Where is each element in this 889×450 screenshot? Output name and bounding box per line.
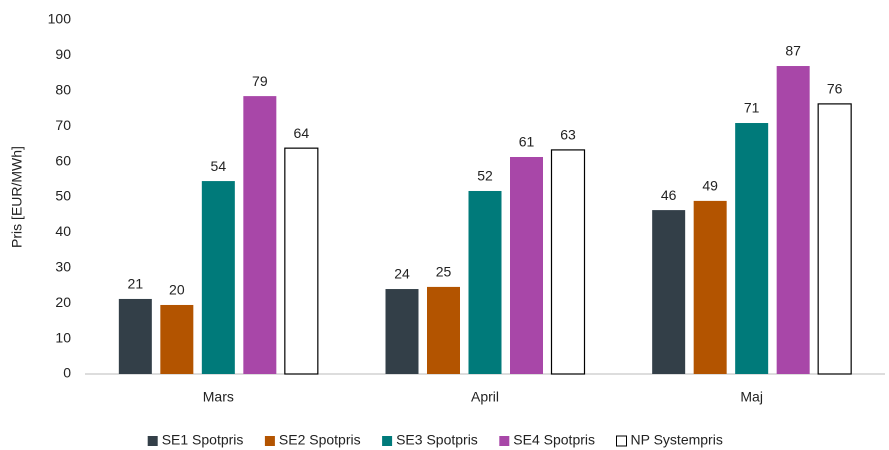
legend-swatch <box>499 436 510 446</box>
bar <box>201 181 235 374</box>
value-label: 63 <box>560 127 576 143</box>
y-tick-label: 90 <box>55 46 71 62</box>
legend-label: SE4 Spotpris <box>513 432 595 448</box>
y-axis-label: Pris [EUR/MWh] <box>9 146 25 248</box>
value-label: 71 <box>744 100 760 116</box>
bar <box>776 66 810 375</box>
bar <box>652 210 686 374</box>
y-tick-label: 30 <box>55 259 71 275</box>
value-label: 54 <box>211 158 227 174</box>
legend-swatch <box>264 436 275 446</box>
bar <box>468 190 502 374</box>
value-label: 49 <box>702 178 718 194</box>
value-label: 76 <box>827 81 843 97</box>
legend-swatch <box>147 436 158 446</box>
bar <box>550 149 586 375</box>
x-tick-label: April <box>471 389 499 405</box>
legend-swatch <box>616 435 627 447</box>
bar <box>735 123 769 374</box>
y-tick-label: 80 <box>55 82 71 98</box>
legend-label: SE2 Spotpris <box>279 432 361 448</box>
y-tick-label: 50 <box>55 188 71 204</box>
y-tick-label: 40 <box>55 223 71 239</box>
bar <box>160 304 194 374</box>
y-tick-label: 20 <box>55 294 71 310</box>
bar <box>693 200 727 374</box>
value-label: 61 <box>519 134 535 150</box>
legend-swatch <box>382 436 393 446</box>
value-label: 25 <box>436 264 452 280</box>
legend-label: SE1 Spotpris <box>162 432 244 448</box>
legend-label: SE3 Spotpris <box>396 432 478 448</box>
value-label: 79 <box>252 73 268 89</box>
y-tick-label: 60 <box>55 152 71 168</box>
value-label: 24 <box>394 266 410 282</box>
bar <box>510 156 543 374</box>
bar <box>385 289 419 374</box>
legend-label: NP Systempris <box>631 432 723 448</box>
y-tick-label: 70 <box>55 117 71 133</box>
bar <box>427 286 460 374</box>
value-label: 87 <box>785 43 801 59</box>
bar <box>817 103 852 375</box>
value-label: 46 <box>661 187 677 203</box>
value-label: 64 <box>294 125 310 141</box>
bar <box>243 96 277 375</box>
bar <box>118 298 152 374</box>
y-tick-label: 100 <box>48 11 72 27</box>
bar <box>284 147 319 375</box>
value-label: 20 <box>169 282 185 298</box>
x-tick-label: Maj <box>740 389 763 405</box>
value-label: 52 <box>477 168 493 184</box>
x-tick-label: Mars <box>203 389 234 405</box>
y-tick-label: 0 <box>63 365 71 381</box>
y-tick-label: 10 <box>55 329 71 345</box>
value-label: 21 <box>128 276 144 292</box>
